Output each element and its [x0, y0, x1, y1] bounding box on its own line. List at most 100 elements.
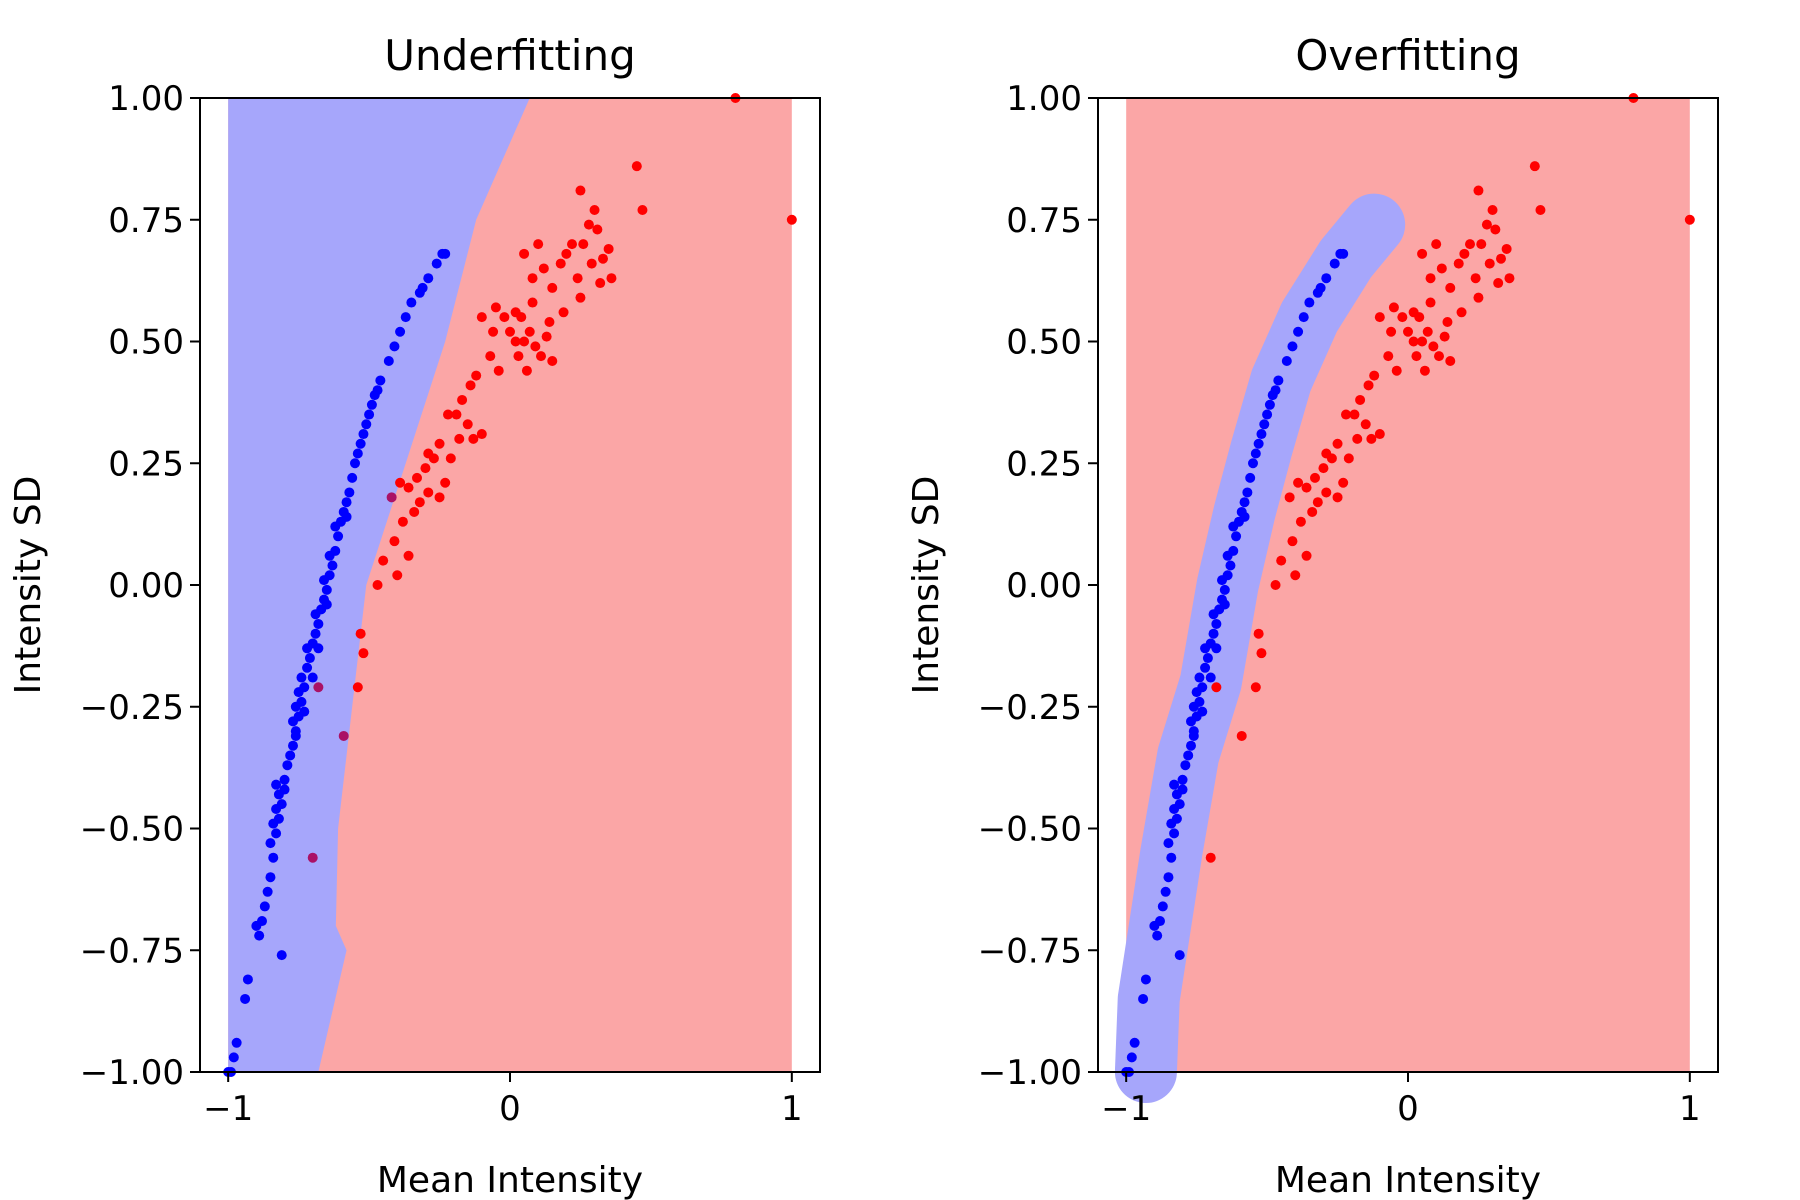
decision-regions — [1114, 98, 1690, 1103]
blue-point — [1177, 784, 1188, 795]
red-point — [786, 214, 797, 225]
red-point — [1417, 248, 1428, 259]
blue-point — [1174, 950, 1185, 961]
red-point — [1205, 852, 1216, 863]
red-point — [434, 492, 445, 503]
blue-point — [1166, 852, 1177, 863]
blue-point — [1253, 438, 1264, 449]
red-point — [1501, 243, 1512, 254]
y-tick-label: −0.50 — [80, 810, 184, 850]
red-point — [488, 326, 499, 337]
y-tick-label: 0.00 — [1006, 566, 1082, 606]
red-point — [1270, 580, 1281, 590]
blue-point — [276, 799, 287, 810]
blue-point — [327, 560, 338, 571]
y-tick-label: −1.00 — [80, 1053, 184, 1093]
blue-point — [375, 375, 386, 386]
blue-point — [1197, 682, 1208, 693]
axis-ticks: −1 0 1 1.00 0.75 0.50 0.25 0.00 −0.25 −0.50 −0.75 −… — [80, 79, 803, 1129]
red-point — [547, 355, 558, 366]
red-point — [1434, 351, 1444, 362]
red-point — [476, 312, 487, 323]
blue-point — [313, 618, 324, 629]
blue-point — [1248, 458, 1258, 469]
red-point — [1684, 214, 1695, 225]
blue-point — [231, 1037, 242, 1048]
red-point — [1360, 419, 1371, 430]
blue-point — [1126, 1052, 1137, 1063]
red-point — [1428, 341, 1439, 352]
red-point — [510, 307, 521, 318]
blue-point — [1163, 872, 1174, 883]
blue-point — [307, 672, 318, 683]
blue-point — [1140, 974, 1151, 985]
red-point — [395, 477, 406, 488]
blue-point — [279, 774, 290, 785]
red-point — [1388, 302, 1399, 313]
blue-point — [1194, 696, 1205, 707]
red-point — [567, 239, 577, 250]
red-point — [454, 433, 465, 444]
red-point — [1321, 487, 1332, 498]
red-point — [1535, 205, 1546, 216]
blue-point — [1163, 838, 1174, 849]
red-point — [1456, 307, 1467, 318]
red-point — [352, 682, 363, 693]
blue-point — [1152, 930, 1163, 941]
red-point — [1422, 326, 1433, 337]
blue-point — [1205, 672, 1216, 683]
x-tick-label: 1 — [1679, 1089, 1701, 1129]
red-point — [1363, 380, 1374, 391]
red-point — [1352, 433, 1363, 444]
blue-point — [395, 326, 406, 337]
data-points — [1121, 93, 1695, 1077]
red-point — [519, 336, 530, 347]
red-point — [1321, 448, 1332, 459]
red-point — [505, 326, 515, 337]
blue-point — [383, 355, 394, 366]
blue-point — [366, 399, 377, 410]
blue-point — [423, 273, 434, 284]
x-axis-label: Mean Intensity — [377, 1160, 643, 1200]
blue-point — [1219, 599, 1230, 610]
red-point — [1453, 258, 1464, 269]
blue-point — [1211, 643, 1222, 654]
blue-point — [1259, 419, 1270, 430]
red-point — [499, 312, 510, 323]
blue-point — [254, 930, 265, 941]
red-point — [1374, 312, 1385, 323]
blue-point — [1273, 375, 1284, 386]
red-point — [1419, 365, 1430, 376]
y-tick-label: −0.25 — [80, 688, 184, 728]
red-point — [555, 258, 566, 269]
blue-point — [352, 448, 363, 459]
blue-point — [1225, 560, 1236, 571]
red-point — [1318, 463, 1329, 474]
blue-point — [1138, 993, 1149, 1004]
blue-point — [341, 511, 352, 522]
red-point — [1487, 205, 1498, 216]
red-point — [1341, 409, 1351, 420]
red-point — [578, 239, 589, 250]
blue-point — [1157, 901, 1168, 912]
blue-point — [1160, 886, 1171, 897]
y-tick-label: −0.50 — [978, 810, 1082, 850]
blue-point — [288, 740, 298, 751]
blue-point — [276, 950, 287, 961]
red-point — [530, 341, 541, 352]
blue-point — [1211, 618, 1222, 629]
red-point — [1343, 453, 1354, 464]
blue-point — [1281, 355, 1292, 366]
red-point — [392, 570, 403, 581]
y-tick-label: 0.75 — [108, 201, 184, 241]
red-point — [561, 248, 572, 259]
red-point — [1439, 331, 1450, 342]
red-point — [510, 336, 521, 347]
red-point — [1445, 355, 1456, 366]
red-point — [1529, 161, 1540, 172]
red-point — [397, 516, 408, 527]
blue-point — [1329, 258, 1340, 269]
blue-point — [361, 419, 372, 430]
red-point — [631, 161, 642, 172]
